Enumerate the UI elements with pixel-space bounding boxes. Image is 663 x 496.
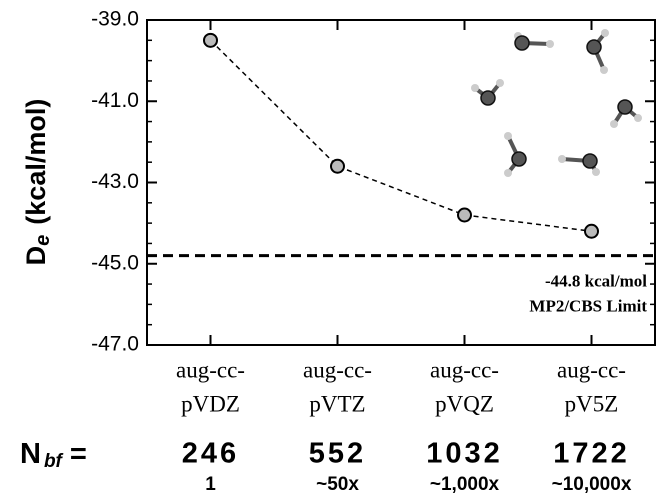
x-tick-label: aug-cc- <box>303 357 372 382</box>
basis-label: Nbf= <box>20 438 90 472</box>
reference-note: MP2/CBS Limit <box>529 297 647 316</box>
x-tick-label: pV5Z <box>565 391 619 416</box>
molecule-cluster <box>471 29 642 177</box>
x-tick-label: aug-cc- <box>176 357 245 382</box>
cost-label: ~1,000x <box>430 474 500 495</box>
x-tick-label: pVDZ <box>181 391 240 416</box>
y-tick-label: -41.0 <box>91 89 139 112</box>
basis-count: 246 <box>182 438 239 470</box>
y-tick-label: -47.0 <box>91 333 139 356</box>
x-tick-label: pVQZ <box>435 391 494 416</box>
series-line <box>211 40 592 231</box>
data-point <box>331 160 344 173</box>
chart: De(kcal/mol) Nbf= -39.0 -41.0 -43.0 -45.0 -4… <box>0 0 663 496</box>
y-tick-label: -43.0 <box>91 170 139 193</box>
reference-label: -44.8 kcal/mol <box>545 272 647 291</box>
y-tick-label: -45.0 <box>91 251 139 274</box>
cost-label: ~10,000x <box>552 474 632 495</box>
cost-label: 1 <box>205 474 216 495</box>
x-tick-label: aug-cc- <box>557 357 626 382</box>
y-tick-label: -39.0 <box>91 8 139 31</box>
x-tick-label: pVTZ <box>309 391 365 416</box>
data-point <box>458 209 471 222</box>
basis-count: 1722 <box>553 438 630 470</box>
cost-label: ~50x <box>316 474 359 495</box>
x-tick-label: aug-cc- <box>430 357 499 382</box>
basis-count: 552 <box>309 438 366 470</box>
data-point <box>585 225 598 238</box>
y-axis-label: De(kcal/mol) <box>21 99 54 266</box>
data-point <box>204 34 217 47</box>
basis-count: 1032 <box>426 438 503 470</box>
